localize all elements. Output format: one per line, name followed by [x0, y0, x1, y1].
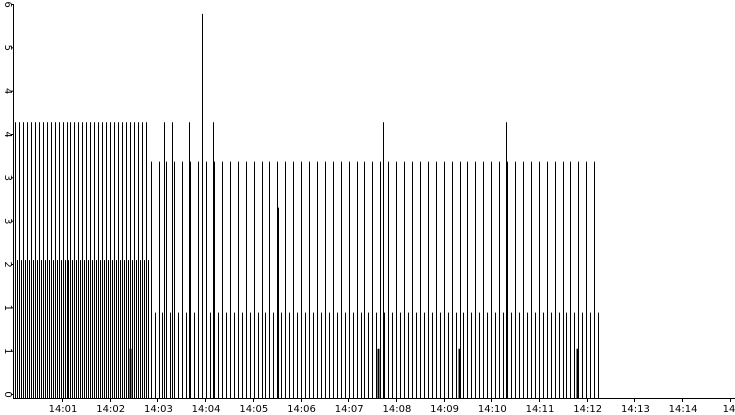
x-tick-label: 14:11: [526, 404, 555, 415]
x-tick-label: 14:07: [335, 404, 364, 415]
x-tick-label: 14:05: [239, 404, 268, 415]
y-tick-label: 0: [2, 391, 13, 397]
x-tick-label: 14:02: [96, 404, 125, 415]
x-tick-label: 14:12: [573, 404, 602, 415]
y-tick-label: 1: [2, 305, 13, 311]
x-tick-label: 14:14: [669, 404, 698, 415]
x-tick-label: 14: [723, 404, 735, 415]
x-tick-label: 14:09: [430, 404, 459, 415]
x-tick-label: 14:04: [192, 404, 221, 415]
x-tick-label: 14:01: [49, 404, 78, 415]
y-tick-label: 3: [2, 175, 13, 181]
y-tick-label: 2: [2, 261, 13, 267]
plot-area: [15, 13, 599, 398]
y-tick-label: 4: [2, 88, 13, 94]
y-tick-label: 5: [2, 45, 13, 51]
y-axis: 0 1 1 2 3 3 4 4 5 6: [2, 1, 14, 398]
y-tick-label: 3: [2, 218, 13, 224]
x-tick-label: 14:03: [144, 404, 173, 415]
y-tick-label: 4: [2, 131, 13, 137]
y-tick-label: 6: [2, 1, 13, 7]
x-tick-label: 14:13: [621, 404, 650, 415]
x-tick-label: 14:10: [478, 404, 507, 415]
x-tick-label: 14:06: [287, 404, 316, 415]
y-tick-label: 1: [2, 348, 13, 354]
x-tick-label: 14:08: [382, 404, 411, 415]
x-axis: 14:01 14:02 14:03 14:04 14:05 14:06 14:07 14:08…: [13, 398, 735, 415]
